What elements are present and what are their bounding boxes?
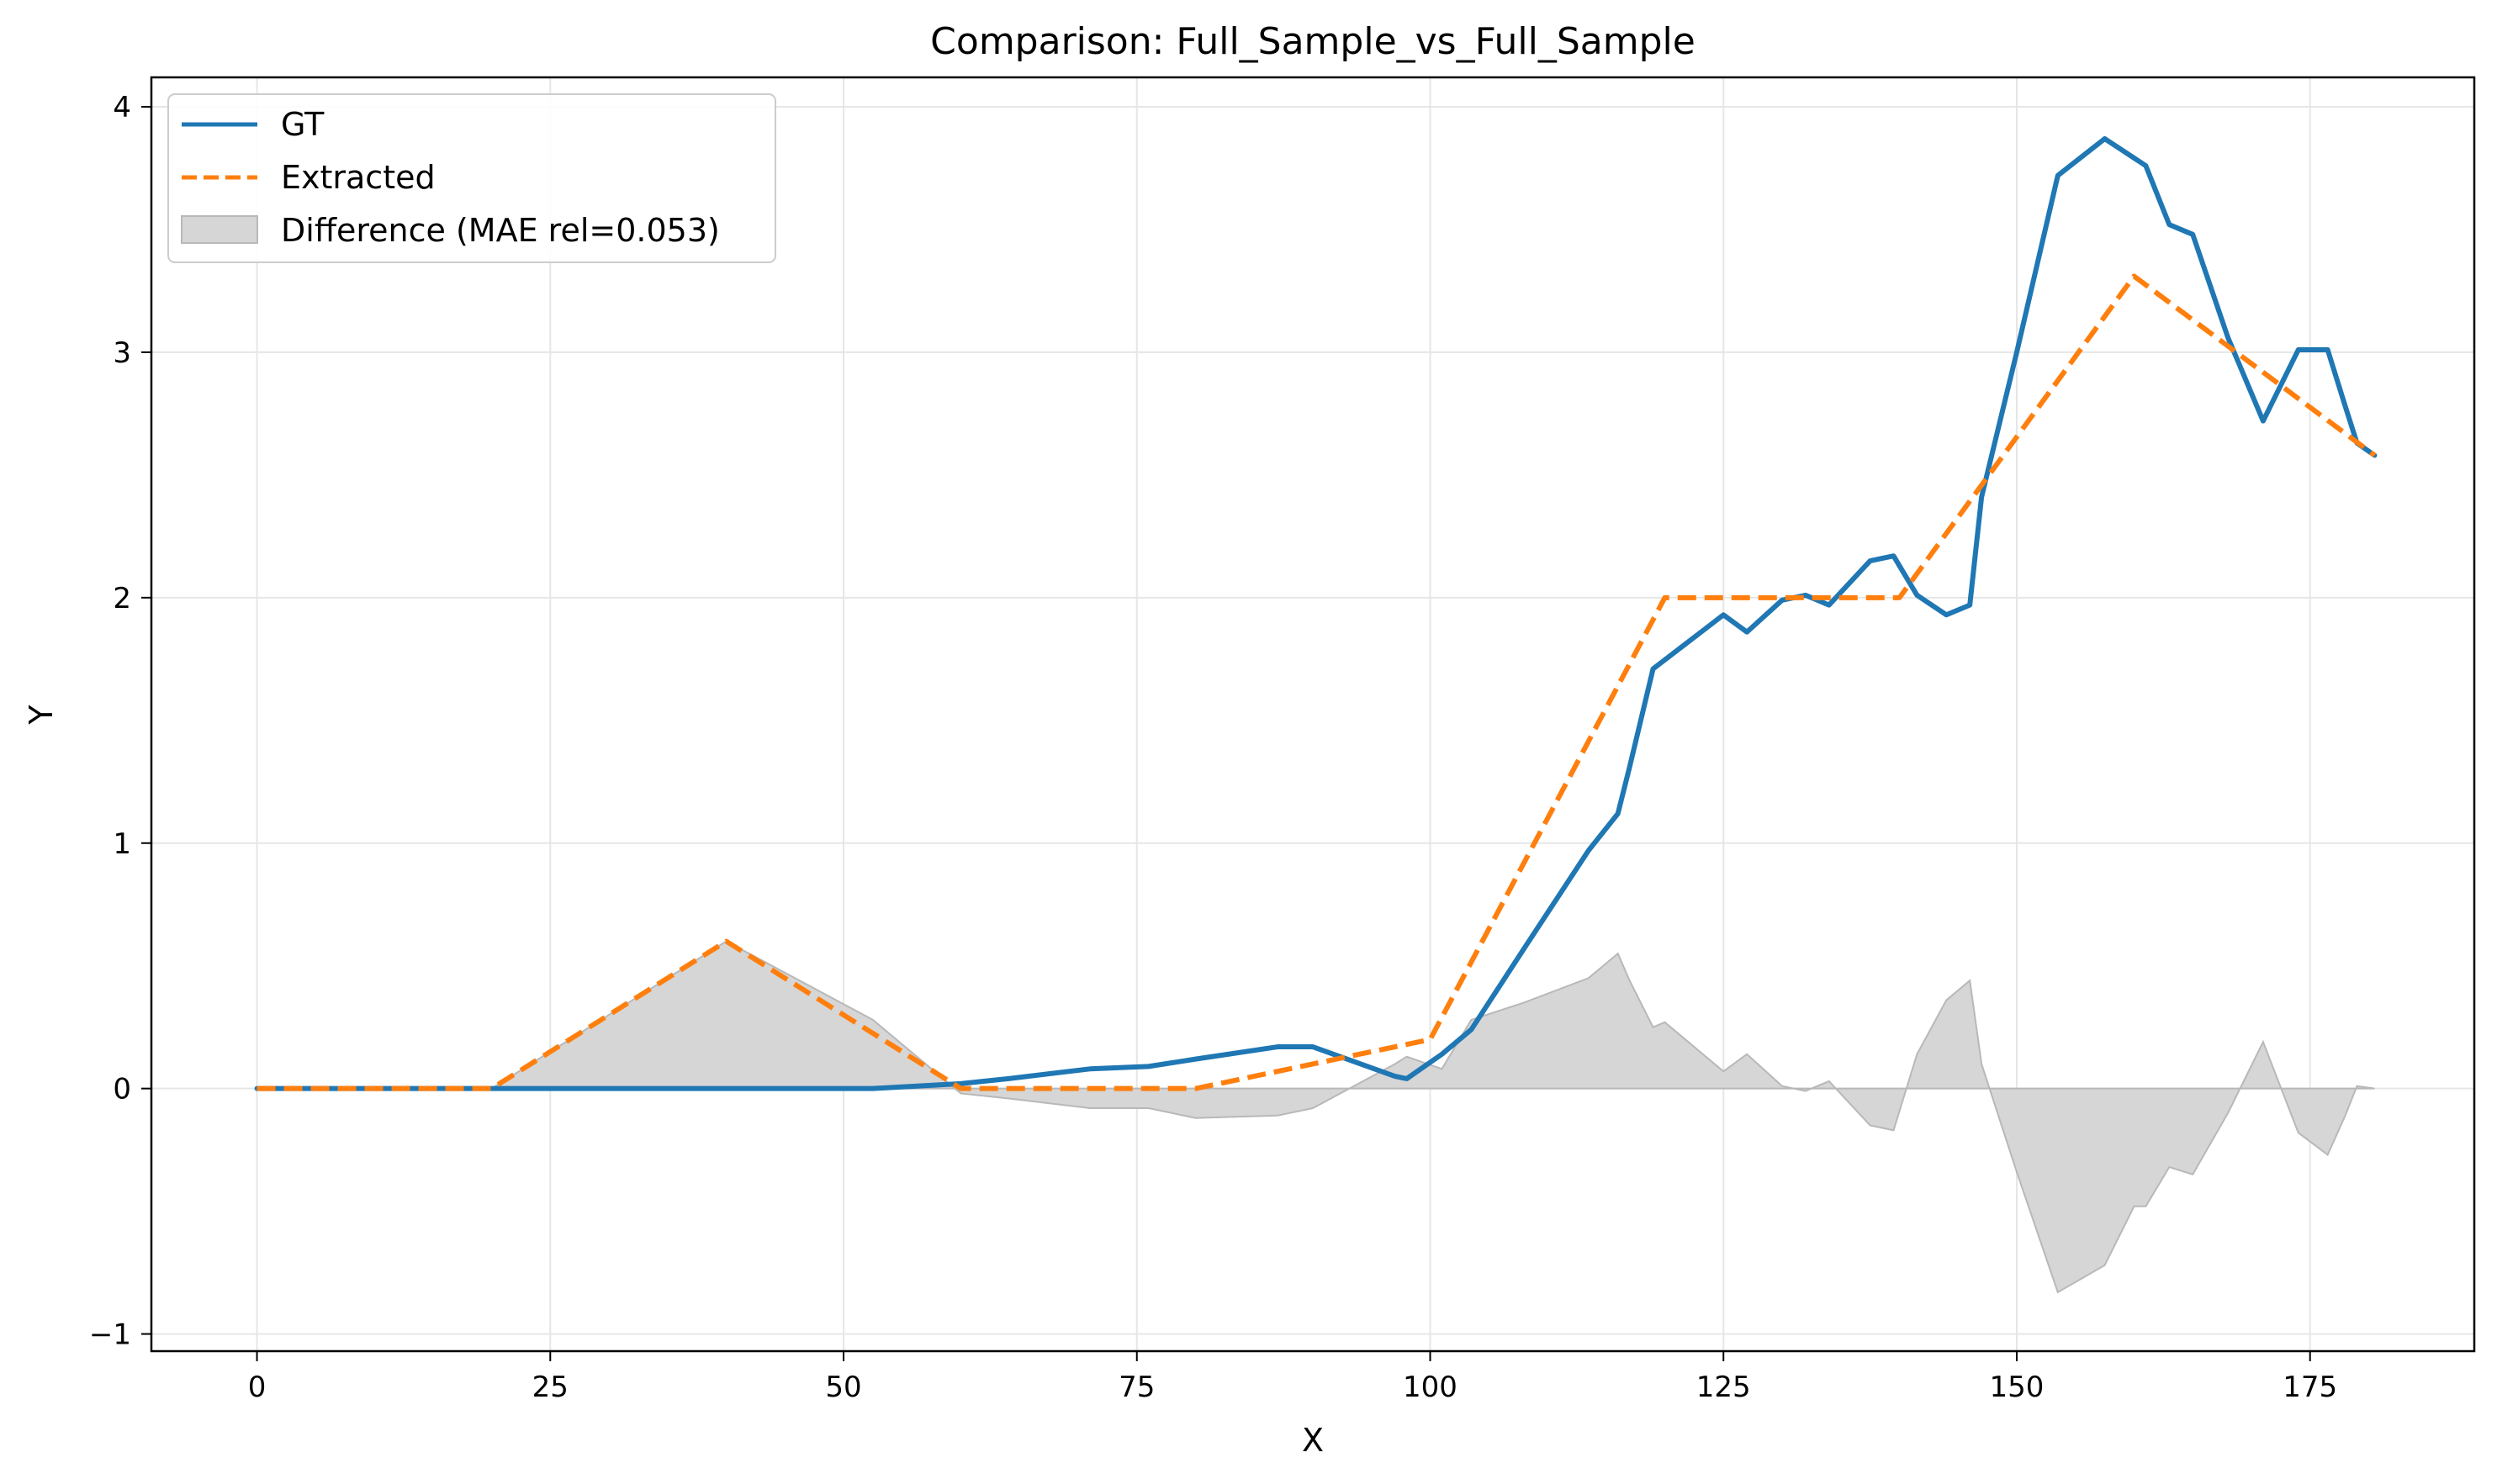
series-lines [254, 135, 2378, 1091]
y-tick-label: 3 [113, 336, 131, 370]
difference-area [257, 940, 2375, 1294]
y-tick-label: 1 [113, 827, 131, 861]
legend-extracted-label: Extracted [281, 159, 436, 196]
x-tick-label: 50 [825, 1370, 861, 1404]
x-tick-label: 0 [248, 1370, 267, 1404]
y-tick-label: 0 [113, 1073, 131, 1106]
legend-box [167, 93, 776, 263]
difference-fill [257, 940, 2375, 1294]
x-tick-label: 125 [1696, 1370, 1751, 1404]
x-tick-label: 175 [2283, 1370, 2337, 1404]
y-tick-label: 2 [113, 582, 131, 615]
legend-difference-label: Difference (MAE rel=0.053) [281, 212, 720, 249]
y-tick-label: 4 [113, 91, 131, 124]
legend-difference-patch [181, 215, 258, 244]
x-axis-title: X [1302, 1422, 1324, 1459]
x-tick-label: 25 [532, 1370, 569, 1404]
legend-gt-label: GT [281, 106, 325, 143]
extracted-series-line [257, 273, 2377, 1091]
gt-series-line [254, 135, 2378, 1091]
axis-ticks: 0 25 50 75 100 125 150 175 −1 0 1 2 3 4 [89, 91, 2337, 1404]
x-tick-label: 75 [1119, 1370, 1155, 1404]
y-tick-label: −1 [89, 1318, 131, 1352]
chart-title: Comparison: Full_Sample_vs_Full_Sample [930, 20, 1696, 63]
y-axis-title: Y [23, 705, 60, 726]
x-tick-label: 100 [1403, 1370, 1457, 1404]
plot-frame [150, 76, 2476, 1353]
x-tick-label: 150 [1990, 1370, 2045, 1404]
legend: GT Extracted Difference (MAE rel=0.053) [167, 93, 776, 263]
